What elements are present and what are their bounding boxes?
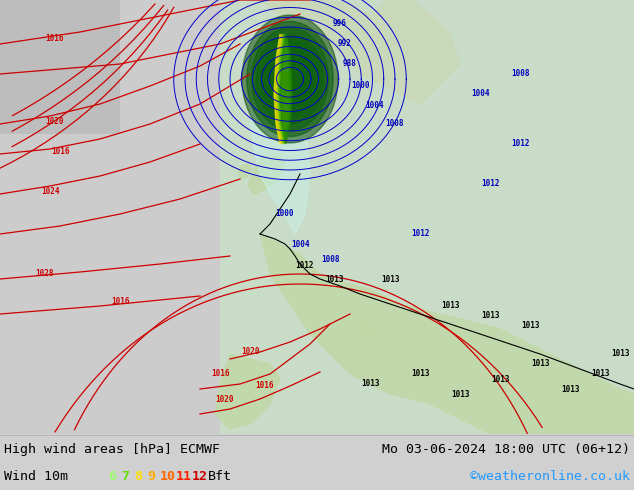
Text: 1013: 1013 <box>491 374 509 384</box>
Text: 1013: 1013 <box>521 321 540 330</box>
Polygon shape <box>261 41 319 118</box>
Text: 1013: 1013 <box>611 349 630 359</box>
Polygon shape <box>247 22 333 137</box>
Text: 996: 996 <box>333 20 347 28</box>
Text: 1013: 1013 <box>531 360 549 368</box>
Text: 1016: 1016 <box>46 34 64 44</box>
Bar <box>220 0 634 434</box>
Text: 11: 11 <box>176 469 192 483</box>
Text: 1013: 1013 <box>481 312 499 320</box>
Polygon shape <box>266 47 314 111</box>
Text: 1008: 1008 <box>511 70 529 78</box>
Text: 1012: 1012 <box>295 262 314 270</box>
Text: 1024: 1024 <box>41 187 59 196</box>
Polygon shape <box>215 354 280 429</box>
Text: 8: 8 <box>134 469 142 483</box>
Text: 1004: 1004 <box>291 240 309 248</box>
Polygon shape <box>256 34 323 124</box>
Text: 1020: 1020 <box>46 118 64 126</box>
Text: 1013: 1013 <box>451 390 469 398</box>
Polygon shape <box>250 44 310 234</box>
Text: 1013: 1013 <box>560 385 579 393</box>
Polygon shape <box>277 34 289 144</box>
Polygon shape <box>260 234 634 434</box>
Text: 1004: 1004 <box>366 101 384 111</box>
Text: 1004: 1004 <box>471 90 489 98</box>
Polygon shape <box>280 66 300 92</box>
Text: 1008: 1008 <box>321 254 339 264</box>
Text: 1028: 1028 <box>36 270 55 278</box>
Text: 9: 9 <box>147 469 155 483</box>
Text: 1013: 1013 <box>591 369 609 378</box>
Text: 1013: 1013 <box>361 379 379 389</box>
Polygon shape <box>271 53 309 104</box>
Polygon shape <box>242 15 338 143</box>
Text: 1012: 1012 <box>511 140 529 148</box>
Text: ©weatheronline.co.uk: ©weatheronline.co.uk <box>470 469 630 483</box>
Text: 1000: 1000 <box>276 210 294 219</box>
Text: 1013: 1013 <box>326 274 344 284</box>
Text: 1012: 1012 <box>411 229 429 239</box>
Text: 1020: 1020 <box>216 394 234 403</box>
Text: 1016: 1016 <box>111 297 129 307</box>
Text: 1016: 1016 <box>210 369 230 378</box>
Text: 1000: 1000 <box>351 81 369 91</box>
Text: 1013: 1013 <box>411 369 429 378</box>
Polygon shape <box>238 164 252 179</box>
Text: 1012: 1012 <box>481 179 499 189</box>
Polygon shape <box>355 314 375 344</box>
Text: 1013: 1013 <box>441 301 459 311</box>
Text: 1016: 1016 <box>51 147 69 156</box>
Polygon shape <box>274 34 286 144</box>
Text: High wind areas [hPa] ECMWF: High wind areas [hPa] ECMWF <box>4 442 220 456</box>
Bar <box>0 0 120 134</box>
Polygon shape <box>248 154 285 194</box>
Text: 1013: 1013 <box>381 274 399 284</box>
Polygon shape <box>285 73 295 85</box>
Text: 6: 6 <box>108 469 116 483</box>
Polygon shape <box>280 34 292 144</box>
Text: 7: 7 <box>121 469 129 483</box>
Text: 1020: 1020 <box>241 347 259 357</box>
Text: 1008: 1008 <box>385 120 404 128</box>
Text: 988: 988 <box>343 59 357 69</box>
Polygon shape <box>278 34 290 144</box>
Text: Bft: Bft <box>208 469 232 483</box>
Text: 12: 12 <box>192 469 208 483</box>
Polygon shape <box>276 34 287 144</box>
Text: Mo 03-06-2024 18:00 UTC (06+12): Mo 03-06-2024 18:00 UTC (06+12) <box>382 442 630 456</box>
Polygon shape <box>252 28 328 130</box>
Text: 10: 10 <box>160 469 176 483</box>
Text: Wind 10m: Wind 10m <box>4 469 68 483</box>
Text: 992: 992 <box>338 40 352 49</box>
Polygon shape <box>276 60 304 98</box>
Polygon shape <box>260 0 460 104</box>
Text: 1016: 1016 <box>256 382 275 391</box>
